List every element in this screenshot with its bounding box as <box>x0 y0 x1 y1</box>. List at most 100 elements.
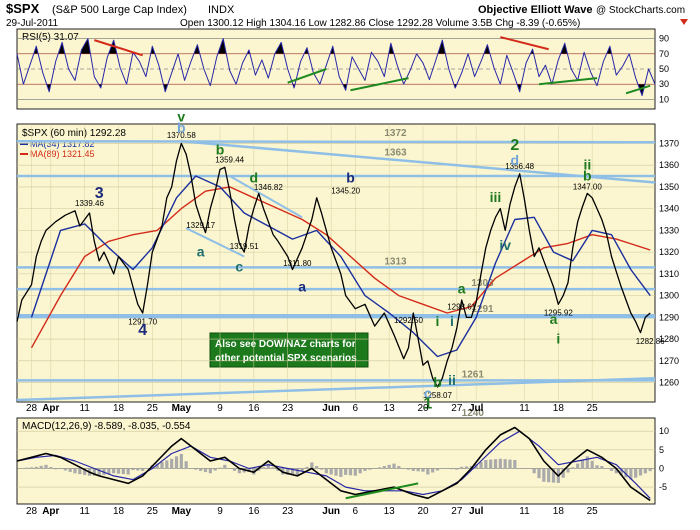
channel-top-line <box>16 139 656 144</box>
macd-histogram-bar <box>571 467 575 469</box>
price-tick-label: 1360 <box>659 160 679 170</box>
macd-histogram-bar <box>435 468 440 471</box>
macd-histogram-bar <box>184 461 188 469</box>
macd-histogram-bar <box>455 468 459 470</box>
macd-histogram-bar <box>247 468 251 472</box>
macd-histogram-bar <box>319 468 324 470</box>
wave-label: b <box>433 374 442 390</box>
macd-tick-label: 5 <box>659 445 664 455</box>
price-x-tick-label: 11 <box>79 403 90 414</box>
wave-label: i <box>436 313 440 329</box>
wave-label: a <box>298 278 306 294</box>
price-callout: 1319.51 <box>230 242 259 251</box>
macd-histogram-bar <box>377 467 382 469</box>
price-x-tick-label: May <box>172 403 192 414</box>
macd-histogram-bar <box>58 468 63 470</box>
macd-x-tick-label: 28 <box>26 506 38 517</box>
macd-x-tick-label: 9 <box>217 506 223 517</box>
rsi-trendline <box>500 36 549 51</box>
macd-x-tick-label: 16 <box>248 506 260 517</box>
wave-label: d <box>511 152 520 168</box>
abc-channel <box>185 227 245 258</box>
macd-x-tick-label: 13 <box>384 506 396 517</box>
macd-histogram-bar <box>479 461 483 469</box>
price-tick-label: 1270 <box>659 356 679 366</box>
macd-histogram-bar <box>141 468 145 471</box>
macd-histogram-bar <box>290 468 295 476</box>
price-x-tick-label: 28 <box>26 403 38 414</box>
price-callout: 1311.80 <box>283 259 312 268</box>
macd-histogram-bar <box>97 468 101 476</box>
macd-histogram-bar <box>271 467 275 469</box>
macd-signal-line <box>16 430 651 499</box>
chart-source: Objective Elliott Wave <box>478 4 593 16</box>
macd-histogram-bar <box>576 463 580 469</box>
price-callout: 1370.58 <box>167 131 196 140</box>
level-label: 1261 <box>462 369 485 380</box>
rsi-trendline <box>94 39 143 57</box>
macd-histogram-bar <box>34 466 38 469</box>
level-label: 1240 <box>462 408 485 419</box>
ma89-label: MA(89) 1321.45 <box>30 149 95 159</box>
price-x-tick-label: 13 <box>384 403 396 414</box>
wave-label: 2 <box>510 137 519 154</box>
macd-histogram-bar <box>363 468 367 471</box>
level-label: 1363 <box>384 148 407 159</box>
price-callout: 1282.86 <box>636 337 665 346</box>
macd-histogram-bar <box>566 468 570 473</box>
macd-histogram-bar <box>460 466 464 469</box>
price-tick-label: 1310 <box>659 269 679 279</box>
macd-histogram-bar <box>503 459 507 469</box>
wave-label: b <box>346 170 355 186</box>
macd-histogram-bar <box>634 468 638 478</box>
macd-histogram-bar <box>63 468 67 471</box>
macd-histogram-bar <box>194 468 198 470</box>
price-line <box>16 142 651 388</box>
macd-x-tick-label: 18 <box>113 506 125 517</box>
macd-histogram-bar <box>600 466 604 469</box>
macd-histogram-bar <box>532 468 536 474</box>
macd-histogram-bar <box>213 468 217 471</box>
macd-histogram-bar <box>537 468 541 479</box>
macd-histogram-bar <box>112 468 116 474</box>
macd-histogram-bar <box>68 468 72 472</box>
macd-x-tick-label: 11 <box>79 506 90 517</box>
macd-histogram-bar <box>614 468 618 474</box>
macd-histogram-bar <box>508 459 512 469</box>
down-arrow-icon <box>680 19 688 25</box>
macd-histogram-bar <box>493 459 498 469</box>
macd-histogram-bar <box>619 468 623 476</box>
price-callout: 1291.70 <box>128 318 157 327</box>
macd-histogram-bar <box>107 468 111 475</box>
wave-label: b <box>216 141 225 157</box>
wave-label: ii <box>448 372 456 388</box>
macd-histogram-bar <box>339 468 343 477</box>
wave-label: v <box>177 109 185 125</box>
macd-histogram-bar <box>334 468 338 476</box>
macd-histogram-bar <box>92 468 96 476</box>
macd-histogram-bar <box>397 466 401 469</box>
wave-label: d <box>250 170 259 186</box>
rsi-tick-label: 90 <box>659 34 669 44</box>
price-x-tick-label: 9 <box>217 403 223 414</box>
macd-histogram-bar <box>489 459 493 469</box>
macd-histogram-bar <box>624 468 628 478</box>
price-callout: 1295.92 <box>544 308 573 317</box>
price-callout: 1346.82 <box>254 183 283 192</box>
macd-histogram-bar <box>344 468 348 475</box>
chart-exchange: INDX <box>208 4 235 16</box>
macd-histogram-bar <box>237 468 241 474</box>
rsi-tick-label: 50 <box>659 64 669 74</box>
price-x-tick-label: Jul <box>469 403 484 414</box>
chart-symbol: $SPX <box>6 1 40 16</box>
macd-histogram-bar <box>295 468 299 476</box>
wave-label: i <box>556 330 560 346</box>
price-callout: 1329.17 <box>186 221 215 230</box>
wave-label: a <box>197 243 205 259</box>
macd-histogram-bar <box>329 468 333 475</box>
macd-histogram-bar <box>131 468 135 471</box>
price-x-tick-label: 25 <box>147 403 159 414</box>
price-tick-label: 1300 <box>659 291 679 301</box>
level-label: 1303 <box>471 278 494 289</box>
